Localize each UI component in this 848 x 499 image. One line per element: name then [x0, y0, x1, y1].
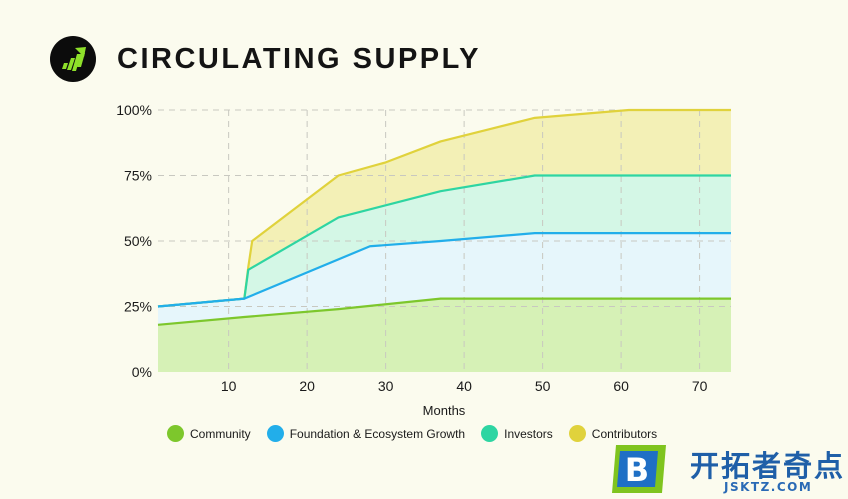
legend-item-contributors[interactable]: Contributors: [568, 425, 658, 442]
y-axis-ticks: 0% 25% 50% 75% 100%: [116, 102, 152, 380]
legend-swatch: [167, 425, 184, 442]
chart-growth-icon: [62, 47, 86, 71]
watermark-logo-icon: B: [612, 445, 666, 493]
legend-item-community[interactable]: Community: [167, 425, 251, 442]
legend-label: Investors: [504, 426, 553, 441]
brand-logo: [50, 36, 96, 82]
x-axis-ticks: 10 20 30 40 50 60 70: [221, 378, 708, 394]
legend-swatch: [481, 425, 499, 442]
legend-label: Foundation & Ecosystem Growth: [289, 426, 466, 441]
series-lines: [157, 108, 731, 326]
watermark-sub: JSKTZ.COM: [724, 480, 813, 494]
y-tick-label: 25%: [124, 299, 152, 315]
y-tick-label: 50%: [124, 233, 152, 249]
x-tick-label: 60: [613, 378, 629, 394]
x-tick-label: 70: [692, 378, 708, 394]
x-tick-label: 30: [378, 378, 394, 394]
watermark-text: 开拓者奇点: [690, 449, 846, 483]
x-tick-label: 50: [535, 378, 551, 394]
x-axis-label: Months: [423, 403, 466, 418]
y-tick-label: 100%: [116, 102, 152, 118]
y-tick-label: 75%: [124, 168, 152, 184]
series-line-foundation-ecosystem-growth: [157, 232, 731, 308]
legend-label: Contributors: [591, 426, 658, 441]
x-tick-label: 10: [221, 378, 237, 394]
watermark: B 开拓者奇点 JSKTZ.COM: [606, 439, 848, 499]
chart-legend: Community Foundation & Ecosystem Growth …: [167, 425, 657, 442]
page-title: CIRCULATING SUPPLY: [117, 43, 482, 75]
watermark-logo-letter: B: [625, 451, 649, 489]
legend-item-foundation[interactable]: Foundation & Ecosystem Growth: [266, 425, 466, 442]
x-tick-label: 20: [299, 378, 315, 394]
legend-label: Community: [190, 426, 251, 441]
legend-swatch: [568, 425, 586, 442]
area-fill-community: [158, 298, 731, 372]
legend-swatch: [266, 425, 284, 442]
x-tick-label: 40: [456, 378, 472, 394]
series-line-community: [157, 297, 731, 326]
legend-item-investors[interactable]: Investors: [481, 425, 553, 442]
y-tick-label: 0%: [132, 364, 152, 380]
